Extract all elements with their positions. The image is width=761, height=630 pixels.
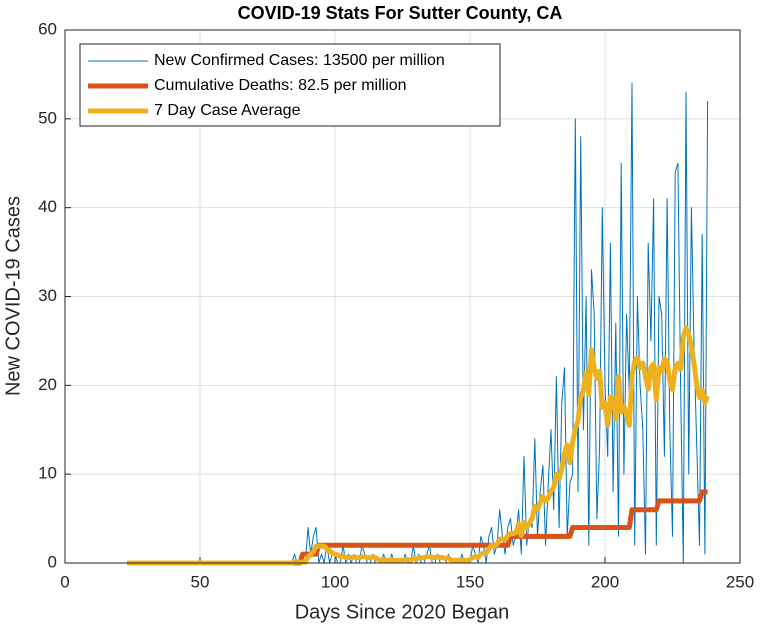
x-tick-label: 200: [591, 572, 619, 591]
legend-label: 7 Day Case Average: [154, 102, 301, 119]
series-line: [127, 489, 708, 566]
x-tick-label: 150: [456, 572, 484, 591]
y-tick-label: 60: [38, 19, 57, 38]
y-tick-label: 50: [38, 108, 57, 127]
y-tick-label: 30: [38, 286, 57, 305]
x-tick-label: 50: [191, 572, 210, 591]
y-tick-label: 10: [38, 464, 57, 483]
y-tick-label: 40: [38, 197, 57, 216]
series-line: [127, 82, 709, 564]
y-tick-label: 0: [48, 552, 57, 571]
x-tick-label: 250: [726, 572, 754, 591]
x-axis-label: Days Since 2020 Began: [295, 601, 510, 623]
axes-box: [64, 29, 741, 564]
plot-area: [127, 82, 710, 566]
legend-box: [79, 43, 501, 127]
chart-title: COVID-19 Stats For Sutter County, CA: [238, 3, 563, 23]
legend: New Confirmed Cases: 13500 per million Cu…: [79, 43, 501, 127]
y-tick-label: 20: [38, 375, 57, 394]
legend-label: New Confirmed Cases: 13500 per million: [154, 52, 445, 69]
x-tick-label: 100: [321, 572, 349, 591]
legend-label: Cumulative Deaths: 82.5 per million: [154, 77, 407, 94]
x-tick-label: 0: [60, 572, 69, 591]
y-axis-label: New COVID-19 Cases: [2, 196, 24, 396]
